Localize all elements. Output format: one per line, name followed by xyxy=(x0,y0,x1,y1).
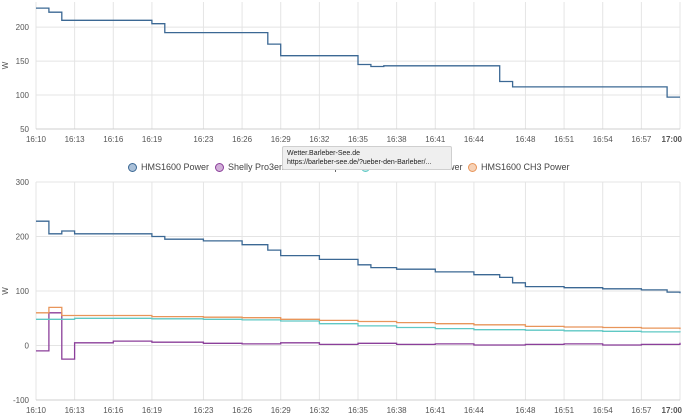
tooltip-title: Wetter.Barleber-See.de xyxy=(287,150,361,157)
series-line-2 xyxy=(36,317,681,333)
y-tick-label: 100 xyxy=(16,91,30,100)
x-tick-label: 16:48 xyxy=(515,135,536,144)
y-axis-label: W xyxy=(1,61,10,69)
legend-item-hms1600-power[interactable]: HMS1600 Power xyxy=(128,162,209,172)
x-tick-label: 16:54 xyxy=(593,135,614,144)
series-line-0 xyxy=(36,220,681,294)
series-line-1 xyxy=(36,312,681,360)
y-tick-label: 200 xyxy=(16,23,30,32)
x-tick-label: 16:19 xyxy=(142,135,163,144)
x-tick-label: 16:13 xyxy=(65,135,86,144)
legend-swatch xyxy=(128,162,137,172)
y-axis-label: W xyxy=(1,287,10,295)
y-tick-label: 0 xyxy=(25,342,30,351)
y-tick-label: 50 xyxy=(20,125,29,134)
tooltip-url: https://barleber-see.de/?ueber-den-Barle… xyxy=(287,159,432,166)
x-tick-label: 16:29 xyxy=(271,135,292,144)
x-tick-label: 16:10 xyxy=(26,135,47,144)
x-tick-label: 16:32 xyxy=(309,406,330,415)
x-tick-label: 16:44 xyxy=(464,135,485,144)
legend-swatch xyxy=(468,162,477,172)
y-tick-label: 100 xyxy=(16,287,30,296)
x-tick-label: 16:35 xyxy=(348,135,369,144)
x-tick-label: 16:23 xyxy=(193,406,214,415)
y-tick-label: 150 xyxy=(16,57,30,66)
x-tick-label: 16:44 xyxy=(464,406,485,415)
x-tick-label: 16:51 xyxy=(554,135,575,144)
x-tick-label: 16:23 xyxy=(193,135,214,144)
x-tick-label: 16:26 xyxy=(232,406,253,415)
x-tick-label: 16:19 xyxy=(142,406,163,415)
series-line-3 xyxy=(36,306,681,330)
y-tick-label: 200 xyxy=(16,233,30,242)
x-tick-label: 16:26 xyxy=(232,135,253,144)
legend-item-hms1600-ch3-power[interactable]: HMS1600 CH3 Power xyxy=(468,162,570,172)
legend-label: HMS1600 CH3 Power xyxy=(481,162,570,172)
x-tick-label: 16:38 xyxy=(387,406,408,415)
x-tick-label: 17:00 xyxy=(662,406,683,415)
x-tick-label: 16:48 xyxy=(515,406,536,415)
x-tick-label: 16:16 xyxy=(103,406,124,415)
x-tick-label: 16:54 xyxy=(593,406,614,415)
x-tick-label: 16:57 xyxy=(631,406,652,415)
y-tick-label: -100 xyxy=(13,396,30,405)
x-tick-label: 16:32 xyxy=(309,135,330,144)
link-tooltip: Wetter.Barleber-See.de https://barleber-… xyxy=(282,146,452,170)
x-tick-label: 16:29 xyxy=(271,406,292,415)
y-tick-label: 300 xyxy=(16,178,30,187)
x-tick-label: 16:16 xyxy=(103,135,124,144)
x-tick-label: 16:13 xyxy=(65,406,86,415)
x-tick-label: 16:10 xyxy=(26,406,47,415)
x-tick-label: 17:00 xyxy=(662,135,683,144)
series-line-0 xyxy=(36,7,680,98)
legend-swatch xyxy=(215,162,224,172)
x-tick-label: 16:51 xyxy=(554,406,575,415)
legend-label: HMS1600 Power xyxy=(141,162,210,172)
x-tick-label: 16:35 xyxy=(348,406,369,415)
x-tick-label: 16:41 xyxy=(425,406,446,415)
x-tick-label: 16:38 xyxy=(387,135,408,144)
x-tick-label: 16:57 xyxy=(631,135,652,144)
x-tick-label: 16:41 xyxy=(425,135,446,144)
